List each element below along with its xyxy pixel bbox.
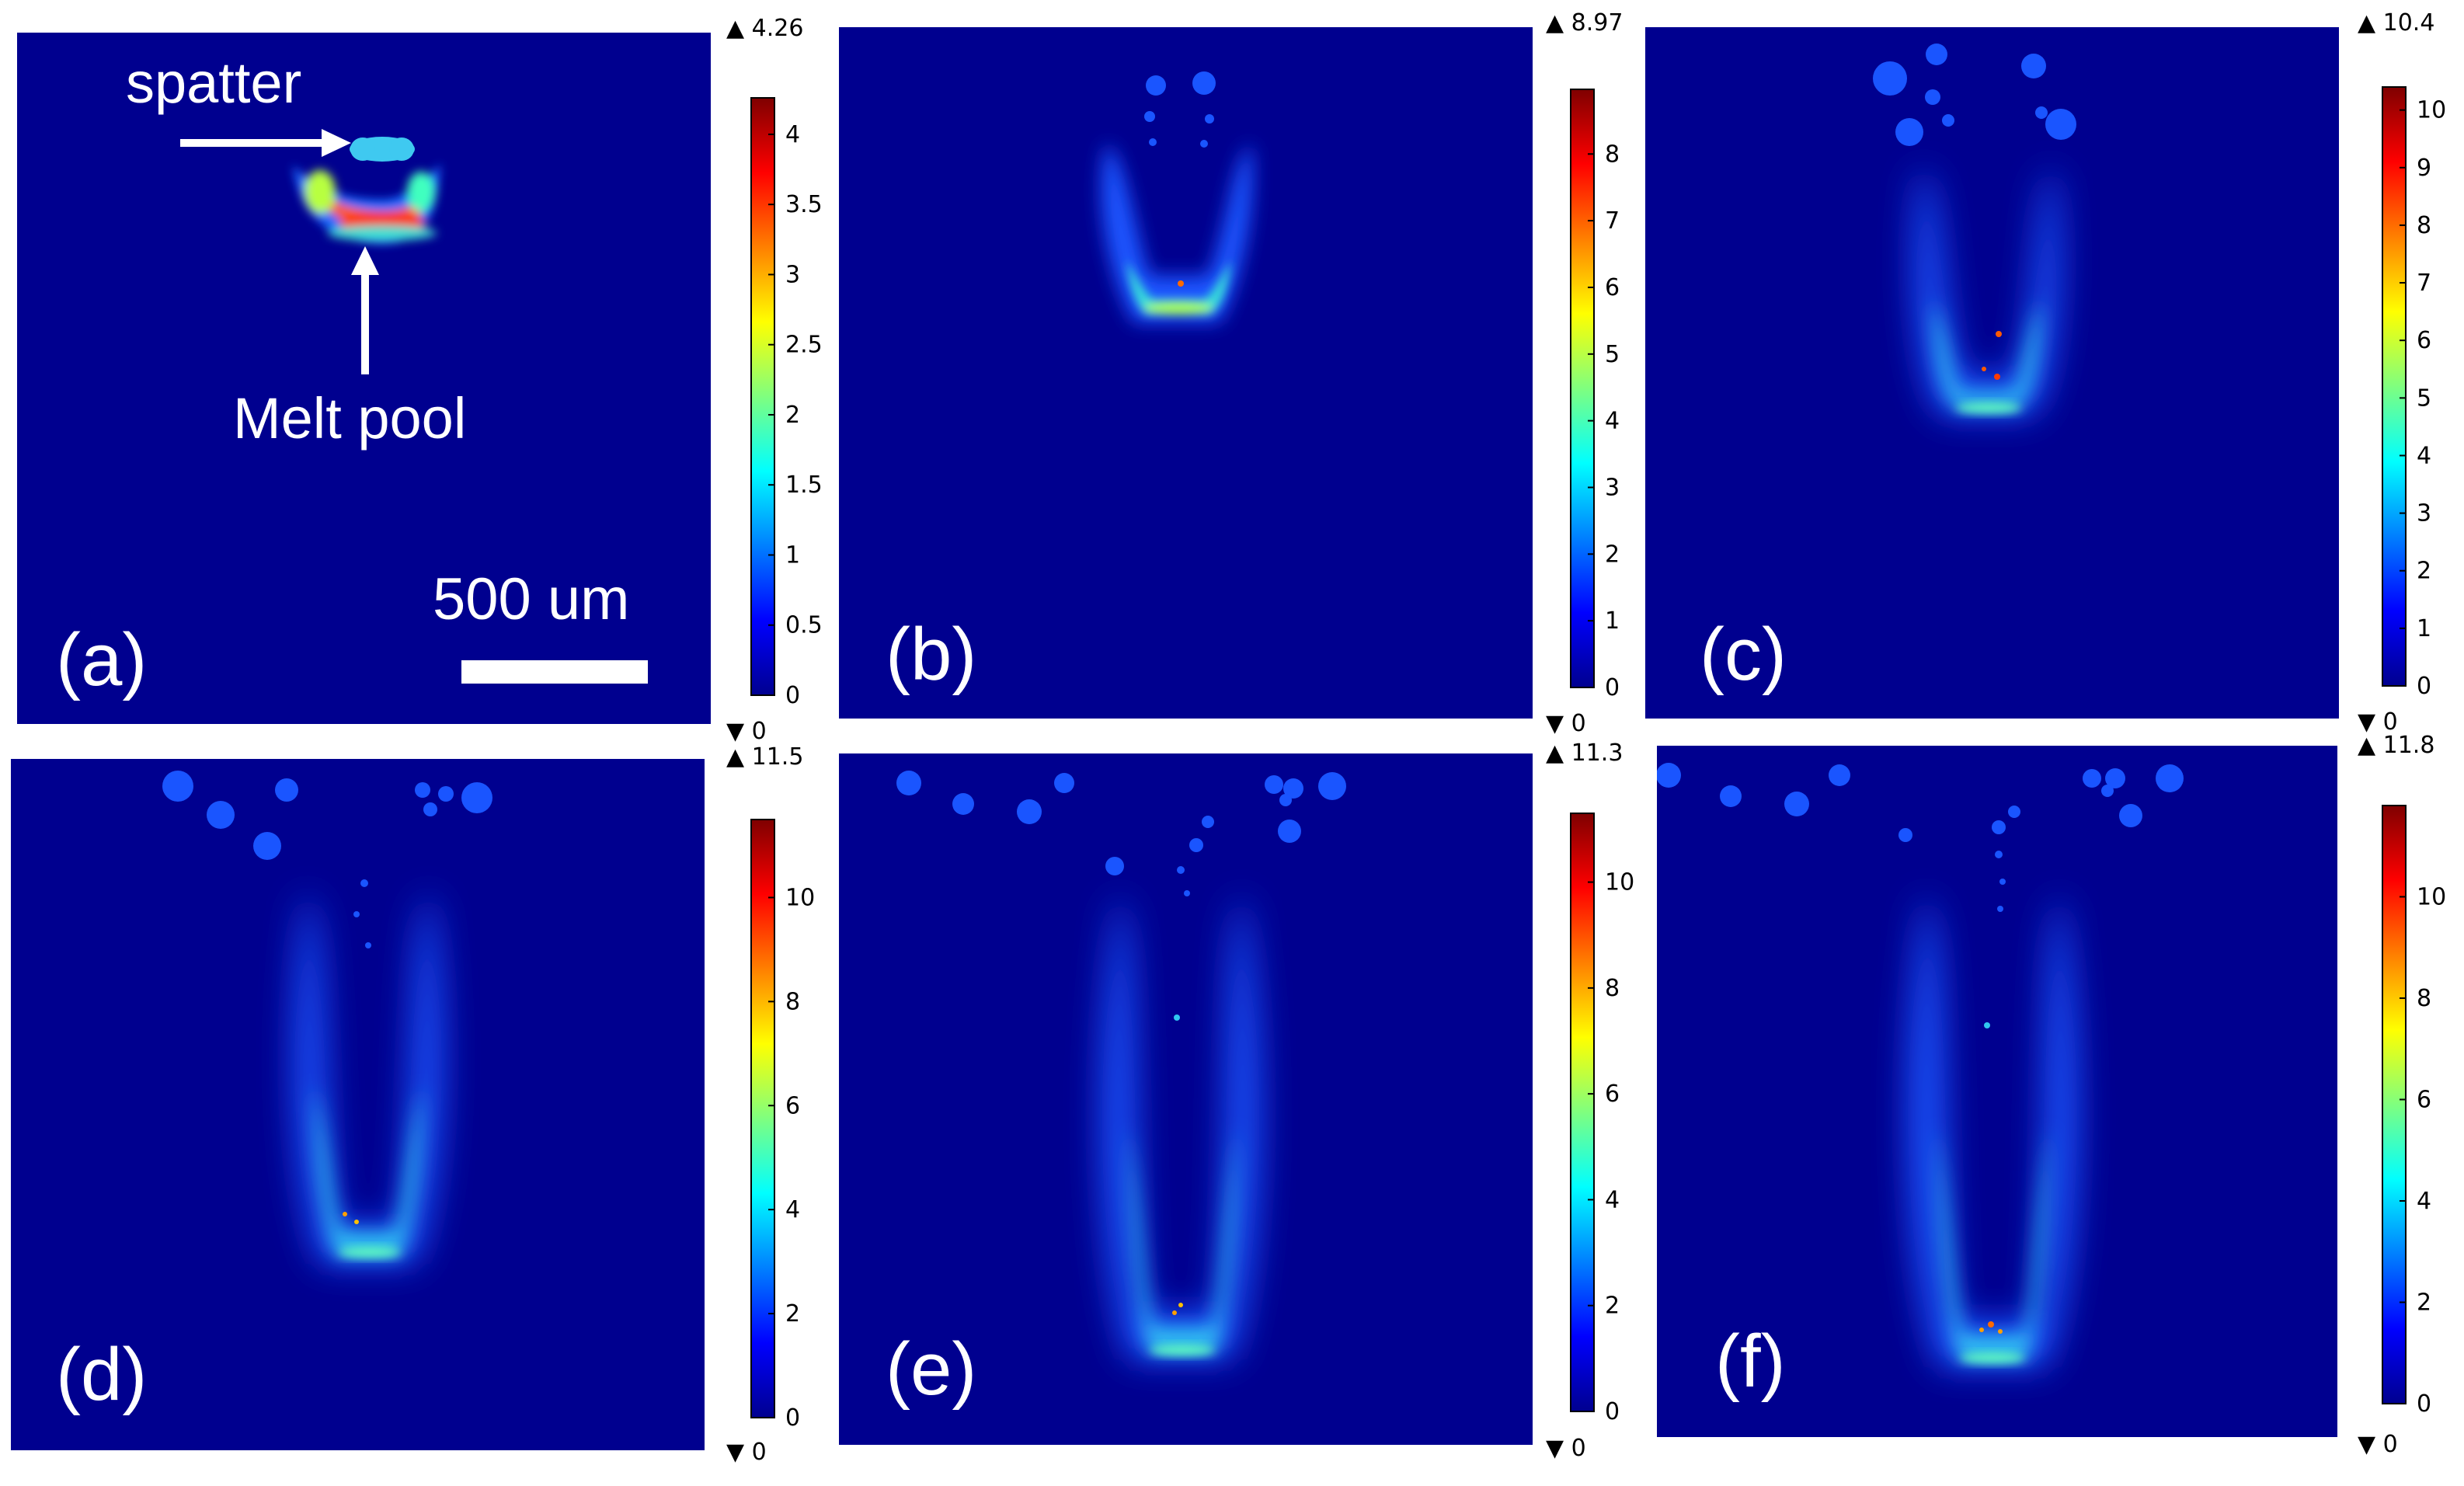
colorbar-tick-label: 2: [2417, 558, 2431, 585]
colorbar-tick-label: 3: [1605, 474, 1620, 501]
colorbar-e: ▲ 11.3 ▼ 0 0 2 4 6 8 10: [1546, 742, 1662, 1468]
colorbar-tick-label: 6: [1605, 1081, 1620, 1108]
panel-c: (c): [1645, 27, 2339, 719]
colorbar-tick-label: 2: [2417, 1289, 2431, 1316]
colorbar-gradient: [1570, 813, 1595, 1412]
colorbar-gradient: [2382, 805, 2407, 1404]
colorbar-tick-label: 8: [2417, 985, 2431, 1012]
colorbar-tick-label: 4: [1605, 408, 1620, 435]
velocity-field-e: [839, 753, 1533, 1445]
colorbar-tick-label: 6: [1605, 274, 1620, 301]
colorbar-tick-label: 2.5: [785, 332, 823, 359]
colorbar-tick-label: 1: [2417, 615, 2431, 642]
panel-label-d: (d): [56, 1333, 148, 1416]
colorbar-tick-label: 8: [1605, 141, 1620, 168]
colorbar-tick-label: 10: [1605, 869, 1634, 896]
colorbar-b: ▲ 8.97 ▼ 0 0 1 2 3 4 5 6 7 8: [1546, 12, 1662, 738]
colorbar-tick-label: 10: [2417, 97, 2446, 124]
colorbar-max-label: ▲ 11.8: [2358, 732, 2435, 759]
colorbar-tick-label: 10: [2417, 883, 2446, 910]
velocity-field-d: [11, 759, 705, 1450]
colorbar-tick-label: 8: [785, 988, 800, 1015]
velocity-field-f: [1657, 746, 2337, 1437]
colorbar-min-label: ▼ 0: [2358, 1431, 2398, 1458]
spatter-arrow: [180, 129, 351, 157]
colorbar-tick-label: 2: [785, 402, 800, 429]
panel-e: (e): [839, 753, 1533, 1445]
colorbar-tick-label: 4: [785, 1196, 800, 1223]
colorbar-tick-label: 2: [785, 1300, 800, 1328]
melt-pool-label: Melt pool: [233, 386, 467, 451]
colorbar-tick-label: 0.5: [785, 612, 823, 639]
colorbar-tick-label: 6: [2417, 1086, 2431, 1113]
colorbar-min-label: ▼ 0: [2358, 708, 2398, 736]
colorbar-max-label: ▲ 11.3: [1546, 740, 1624, 767]
colorbar-tick-label: 3.5: [785, 191, 823, 218]
panel-label-c: (c): [1700, 613, 1787, 696]
panel-label-a: (a): [56, 618, 148, 701]
melt-pool-arrow: [351, 246, 379, 374]
panel-label-f: (f): [1715, 1320, 1786, 1403]
colorbar-tick-label: 0: [2417, 1390, 2431, 1418]
colorbar-tick-label: 8: [1605, 975, 1620, 1002]
colorbar-min-label: ▼ 0: [1546, 710, 1586, 737]
colorbar-min-label: ▼ 0: [726, 718, 767, 745]
colorbar-max-label: ▲ 11.5: [726, 743, 804, 771]
colorbar-d: ▲ 11.5 ▼ 0 0 2 4 6 8 10: [726, 746, 843, 1472]
colorbar-tick-label: 0: [2417, 673, 2431, 700]
velocity-field-c: [1645, 27, 2339, 719]
colorbar-gradient: [750, 97, 775, 696]
colorbar-tick-label: 9: [2417, 155, 2431, 182]
colorbar-tick-label: 1: [1605, 607, 1620, 635]
colorbar-tick-label: 0: [1605, 1398, 1620, 1425]
panel-f: (f): [1657, 746, 2337, 1437]
scale-bar: [461, 660, 648, 684]
colorbar-tick-label: 4: [2417, 1188, 2431, 1215]
colorbar-tick-label: 10: [785, 884, 815, 911]
velocity-field-b: [839, 27, 1533, 719]
colorbar-min-label: ▼ 0: [726, 1439, 767, 1466]
colorbar-f: ▲ 11.8 ▼ 0 0 2 4 6 8 10: [2358, 734, 2464, 1460]
colorbar-tick-label: 3: [785, 261, 800, 288]
scale-bar-label: 500 um: [433, 566, 630, 632]
colorbar-tick-label: 1.5: [785, 472, 823, 499]
colorbar-tick-label: 0: [785, 682, 800, 709]
colorbar-max-label: ▲ 8.97: [1546, 9, 1624, 37]
colorbar-tick-label: 3: [2417, 500, 2431, 527]
panel-a: spatter Melt pool 500 um (a): [17, 33, 711, 724]
panel-label-b: (b): [886, 613, 977, 696]
colorbar-tick-label: 6: [2417, 327, 2431, 354]
colorbar-tick-label: 7: [1605, 207, 1620, 235]
colorbar-tick-label: 4: [2417, 442, 2431, 469]
colorbar-tick-label: 0: [785, 1404, 800, 1432]
colorbar-gradient: [2382, 86, 2407, 687]
velocity-field-a: [17, 33, 711, 724]
panel-b: (b): [839, 27, 1533, 719]
colorbar-gradient: [1570, 89, 1595, 688]
colorbar-tick-label: 2: [1605, 1293, 1620, 1320]
colorbar-a: ▲ 4.26 ▼ 0 0 0.5 1 1.5 2 2.5 3 3.5 4: [726, 17, 843, 743]
colorbar-tick-label: 8: [2417, 212, 2431, 239]
colorbar-tick-label: 2: [1605, 541, 1620, 568]
colorbar-tick-label: 6: [785, 1092, 800, 1119]
panel-label-e: (e): [886, 1328, 977, 1411]
colorbar-min-label: ▼ 0: [1546, 1435, 1586, 1462]
colorbar-max-label: ▲ 10.4: [2358, 9, 2435, 37]
colorbar-tick-label: 7: [2417, 270, 2431, 297]
colorbar-max-label: ▲ 4.26: [726, 15, 804, 42]
spatter-label: spatter: [126, 50, 302, 115]
colorbar-tick-label: 0: [1605, 674, 1620, 701]
colorbar-tick-label: 4: [1605, 1186, 1620, 1213]
colorbar-tick-label: 1: [785, 541, 800, 569]
colorbar-tick-label: 4: [785, 121, 800, 148]
colorbar-gradient: [750, 819, 775, 1418]
colorbar-tick-label: 5: [1605, 341, 1620, 368]
colorbar-c: ▲ 10.4 ▼ 0 0 1 2 3 4 5 6 7 8 9 10: [2358, 12, 2464, 738]
colorbar-tick-label: 5: [2417, 385, 2431, 412]
panel-d: (d): [11, 759, 705, 1450]
